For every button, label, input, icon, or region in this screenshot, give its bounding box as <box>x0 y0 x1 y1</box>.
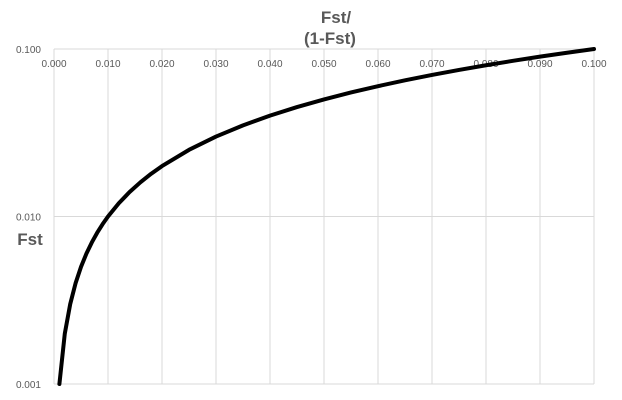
series-line <box>57 47 596 386</box>
x-tick-label: 0.000 <box>41 59 66 70</box>
x-tick-label: 0.030 <box>203 59 228 70</box>
chart-title-line-2: (1-Fst) <box>304 29 356 48</box>
x-tick-label: 0.100 <box>581 59 606 70</box>
y-axis-label: Fst <box>17 230 43 249</box>
x-tick-label: 0.070 <box>419 59 444 70</box>
x-tick-label: 0.020 <box>149 59 174 70</box>
chart-title-line-1: Fst/ <box>321 8 352 27</box>
x-tick-label: 0.050 <box>311 59 336 70</box>
y-tick-label: 0.100 <box>16 45 41 56</box>
y-tick-label: 0.001 <box>16 380 41 391</box>
series-layer <box>57 47 596 386</box>
x-tick-label: 0.090 <box>527 59 552 70</box>
gridlines <box>53 48 595 385</box>
y-tick-label: 0.010 <box>16 213 41 224</box>
x-tick-label: 0.010 <box>95 59 120 70</box>
x-tick-label: 0.040 <box>257 59 282 70</box>
x-tick-label: 0.060 <box>365 59 390 70</box>
